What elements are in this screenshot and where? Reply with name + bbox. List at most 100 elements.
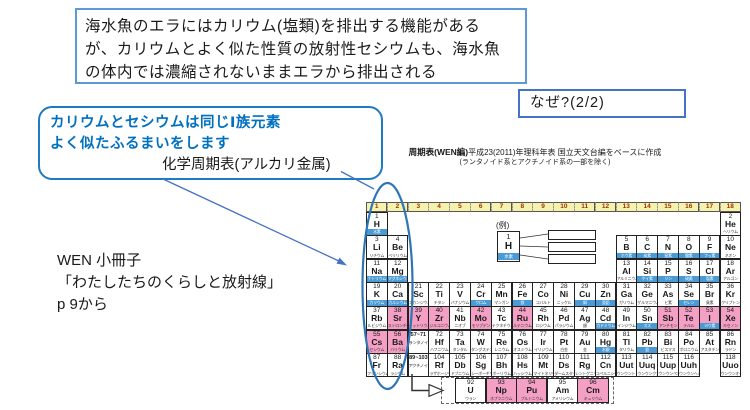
- statement-line: 海水魚のエラにはカリウム(塩類)を排出する機能がある: [85, 18, 481, 35]
- element-cell-Sc: 21Scスカンジウム: [407, 282, 430, 307]
- callout-caption: 化学周期表(アルカリ金属): [162, 157, 331, 173]
- element-cell-P: 15 P リン: [657, 258, 679, 284]
- element-cell-Bh: 107 Bh ボーリウム: [490, 353, 513, 378]
- element-cell-C: 6 C 炭素: [636, 235, 658, 260]
- group-header-4: 4: [428, 202, 450, 212]
- element-cell-Ra: 88 Ra ラジウム: [386, 353, 409, 378]
- example-symbol: H: [504, 241, 513, 252]
- element-cell-Pt: 78 Pt 白金: [553, 329, 575, 354]
- element-cell-Li: 3 Li リチウム: [366, 235, 388, 260]
- element-cell-Nb: 41 Nb ニオブ: [449, 305, 471, 331]
- actinide-inset-box: 92 U ウラン 93 Np ネプツニウム 94 Pu プルトニウム 95 Am アメリシウム 96 Cm…: [441, 377, 614, 404]
- element-cell-He: 2 He ヘリウム: [719, 211, 742, 236]
- element-cell-Mg: 12Mgマグネシウム: [386, 258, 409, 284]
- series-cell: 89~103アクチノイド: [407, 353, 430, 378]
- element-cell-Cl: 17 Cl 塩素: [698, 258, 721, 284]
- element-cell-Be: 4 Be ベリリウム: [386, 235, 409, 260]
- group-header-7: 7: [490, 202, 513, 212]
- element-cell-Y: 39Yイットリウム: [407, 305, 430, 331]
- element-cell-Ar: 18 Ar アルゴン: [719, 258, 742, 284]
- element-cell-Mt: 109Mtマイトネリウム: [532, 353, 554, 378]
- periodic-table-title: 周期表(WEN編)平成23(2011)年理科年表 国立天文台編をベースに作成 (…: [380, 147, 690, 167]
- element-cell-Rg: 111Rgレントゲニウム: [574, 353, 596, 378]
- element-cell-Mn: 25 Mn マンガン: [490, 282, 513, 307]
- element-cell-H: 1 H 水素: [366, 211, 388, 236]
- group-header-6: 6: [470, 202, 492, 212]
- element-cell-Na: 11 Na ナトリウム: [366, 258, 388, 284]
- element-cell-Am: 95 Am アメリシウム: [546, 378, 578, 403]
- element-cell-Uup: 115Uupウンウンペンチウム: [657, 353, 679, 378]
- statement-line: が、カリウムとよく似た性質の放射性セシウムも、海水魚: [85, 41, 501, 58]
- element-cell-Al: 13Alアルミニウム: [615, 258, 638, 284]
- element-cell-Po: 84 Po ポロニウム: [678, 329, 700, 354]
- example-atomic-number: 1: [506, 232, 511, 241]
- element-cell-Tc: 43Tcテクネチウム: [490, 305, 513, 331]
- element-cell-At: 85 At アスタチン: [698, 329, 721, 354]
- element-cell-Kr: 36 Kr クリプトン: [719, 282, 742, 307]
- element-cell-Ni: 28 Ni ニッケル: [553, 282, 575, 307]
- example-name-strip: 水素: [498, 252, 519, 260]
- group-header-17: 17: [698, 202, 721, 212]
- element-cell-Cu: 29 Cu 銅: [574, 282, 596, 307]
- element-cell-Co: 27 Co コバルト: [532, 282, 554, 307]
- element-cell-Zr: 40Zrジルコニウム: [428, 305, 450, 331]
- element-cell-Au: 79 Au 金: [574, 329, 596, 354]
- source-line: p 9から: [57, 296, 108, 313]
- periodic-table-title-rest: 平成23(2011)年理科年表 国立天文台編をベースに作成: [468, 148, 662, 157]
- element-cell-Ir: 77 Ir イリジウム: [532, 329, 554, 354]
- element-cell-Te: 52 Te テルル: [678, 305, 700, 331]
- element-cell-Hf: 72 Hf ハフニウム: [428, 329, 450, 354]
- example-callout-field-3: [548, 254, 596, 264]
- source-line: 「わたしたちのくらしと放射線」: [57, 274, 283, 291]
- group-header-10: 10: [553, 202, 575, 212]
- element-cell-Cd: 48 Cd カドミウム: [594, 305, 617, 331]
- element-cell-W: 74Wタングステン: [470, 329, 492, 354]
- group-header-16: 16: [678, 202, 700, 212]
- element-cell-Rb: 37 Rb ルビジウム: [366, 305, 388, 331]
- element-cell-Hg: 80 Hg 水銀: [594, 329, 617, 354]
- element-cell-Uut: 113Uutウンウントリウム: [615, 353, 638, 378]
- group-header-3: 3: [407, 202, 429, 212]
- element-cell-Fe: 26 Fe 鉄: [511, 282, 534, 307]
- element-cell-Rn: 86 Rn ラドン: [719, 329, 742, 354]
- element-cell-Uuo: 118Uuoウンウンオクチウム: [719, 353, 742, 378]
- element-cell-Sb: 51 Sb アンチモン: [657, 305, 679, 331]
- group-header-5: 5: [449, 202, 471, 212]
- group-header-14: 14: [636, 202, 658, 212]
- element-cell-Cs: 55 Cs セシウム: [366, 329, 388, 354]
- element-cell-Sn: 50 Sn スズ: [636, 305, 658, 331]
- element-cell-Os: 76 Os オスミウム: [511, 329, 534, 354]
- element-cell-Br: 35 Br 臭素: [698, 282, 721, 307]
- element-cell-U: 92 U ウラン: [455, 378, 487, 403]
- element-cell-I: 53 I ヨウ素: [698, 305, 721, 331]
- periodic-table-title-line: 周期表(WEN編)平成23(2011)年理科年表 国立天文台編をベースに作成: [380, 147, 690, 158]
- question-box: なぜ?(2/2): [518, 89, 686, 118]
- element-cell-Fr: 87Frフランシウム: [366, 353, 388, 378]
- statement-box: 海水魚のエラにはカリウム(塩類)を排出する機能がある が、カリウムとよく似た性質…: [75, 8, 527, 84]
- statement-line: の体内では濃縮されないままエラから排出される: [85, 64, 438, 81]
- group-header-18: 18: [719, 202, 741, 212]
- source-line: WEN 小冊子: [57, 252, 142, 269]
- question-text: なぜ?(2/2): [530, 95, 605, 111]
- element-cell-Ge: 32Geゲルマニウム: [636, 282, 658, 307]
- element-cell-Mo: 42 Mo モリブデン: [470, 305, 492, 331]
- element-cell-Np: 93 Np ネプツニウム: [485, 378, 517, 403]
- element-cell-In: 49 In インジウム: [615, 305, 638, 331]
- element-cell-Rh: 45 Rh ロジウム: [532, 305, 554, 331]
- group-header-12: 12: [594, 202, 617, 212]
- element-cell-Ba: 56 Ba バリウム: [386, 329, 409, 354]
- element-cell-Ru: 44 Ru ルテニウム: [511, 305, 534, 331]
- group-header-9: 9: [532, 202, 554, 212]
- element-cell-Ds: 110Dsダームスタチウム: [553, 353, 575, 378]
- element-cell-Re: 75 Re レニウム: [490, 329, 513, 354]
- periodic-table-title-bold: 周期表(WEN編): [408, 147, 469, 157]
- group-header-15: 15: [657, 202, 679, 212]
- element-cell-Sg: 106Sgシーボーギウム: [470, 353, 492, 378]
- element-cell-Cr: 24 Cr クロム: [470, 282, 492, 307]
- element-cell-Zn: 30 Zn 亜鉛: [594, 282, 617, 307]
- element-cell-Pu: 94 Pu プルトニウム: [516, 378, 548, 403]
- group-header-8: 8: [511, 202, 533, 212]
- element-cell-S: 16 S 硫黄: [678, 258, 700, 284]
- periodic-table-title-note: (ランタノイド系とアクチノイド系の一部を除く): [459, 159, 611, 166]
